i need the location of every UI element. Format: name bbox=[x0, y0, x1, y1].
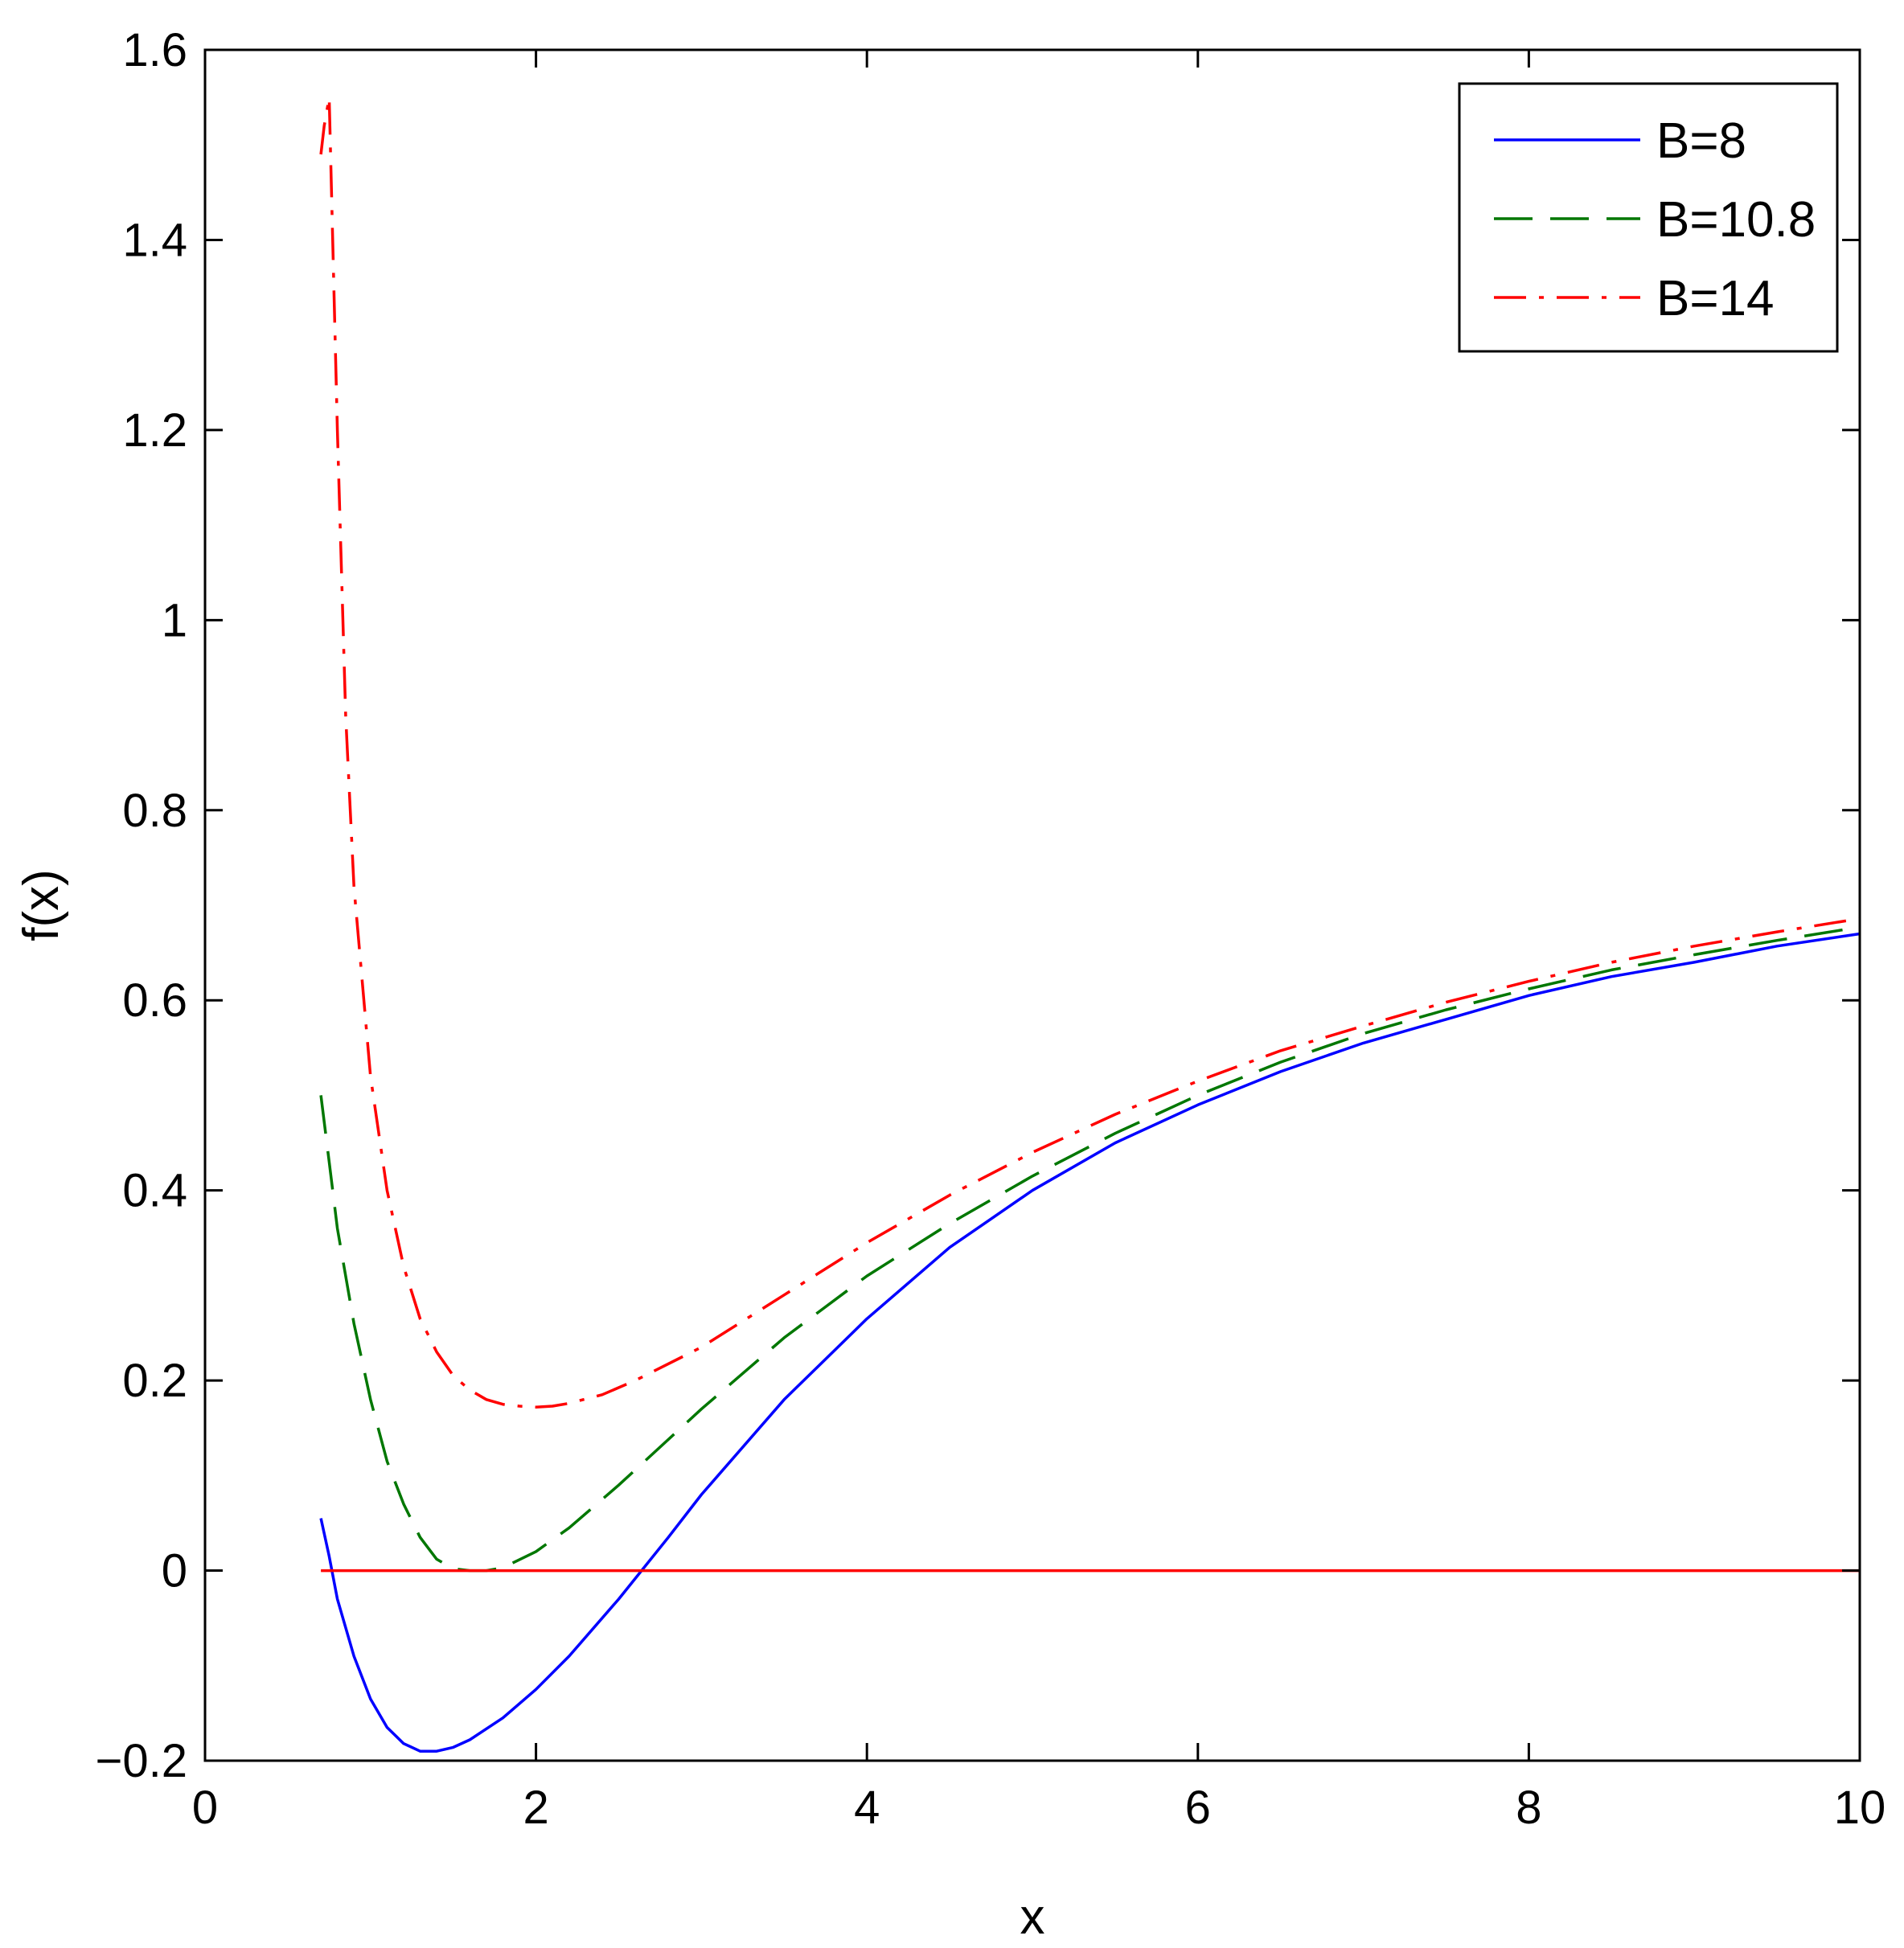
x-tick-label: 4 bbox=[854, 1782, 880, 1834]
y-tick-label: −0.2 bbox=[96, 1735, 188, 1787]
legend-entry-label: B=14 bbox=[1656, 271, 1775, 326]
x-tick-label: 6 bbox=[1185, 1782, 1211, 1834]
legend-entry-label: B=8 bbox=[1656, 113, 1746, 169]
series-layer bbox=[319, 96, 1861, 1753]
ticks-layer: 0 2 4 6 8 10−0.200.20.40.60.811.21.41.6 bbox=[96, 24, 1886, 1834]
y-tick-label: 0.4 bbox=[122, 1165, 187, 1217]
x-tick-label: 0 bbox=[192, 1782, 218, 1834]
y-tick-label: 1 bbox=[162, 594, 187, 646]
y-tick-label: 1.4 bbox=[122, 214, 187, 266]
y-tick-label: 0.6 bbox=[122, 974, 187, 1027]
legend-entry-label: B=10.8 bbox=[1656, 192, 1816, 248]
y-tick-label: 1.6 bbox=[122, 24, 187, 76]
plot-frame bbox=[203, 48, 1861, 1762]
x-axis-label: x bbox=[1020, 1889, 1045, 1945]
series-line-b-14 bbox=[319, 96, 1861, 1409]
y-tick-label: 0.2 bbox=[122, 1355, 187, 1407]
x-tick-label: 10 bbox=[1834, 1782, 1886, 1834]
y-tick-label: 1.2 bbox=[122, 404, 187, 457]
series-line-b-8 bbox=[319, 932, 1861, 1753]
y-tick-label: 0 bbox=[162, 1545, 187, 1597]
y-axis-label: f(x) bbox=[14, 869, 69, 941]
x-tick-label: 8 bbox=[1516, 1782, 1541, 1834]
x-tick-label: 2 bbox=[523, 1782, 548, 1834]
legend: B=8 B=10.8 B=14 bbox=[1458, 82, 1839, 353]
y-tick-label: 0.8 bbox=[122, 785, 187, 837]
series-line-b-10-8 bbox=[319, 925, 1861, 1573]
